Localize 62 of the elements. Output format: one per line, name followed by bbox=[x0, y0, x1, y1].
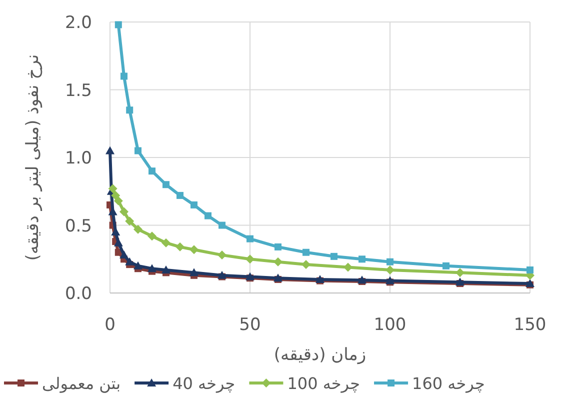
point bbox=[218, 222, 226, 229]
point bbox=[246, 254, 254, 264]
legend-label: چرخه 100 bbox=[287, 374, 360, 393]
x-tick-label: 50 bbox=[239, 315, 261, 335]
point bbox=[526, 266, 534, 274]
legend-label: چرخه 40 bbox=[172, 374, 236, 393]
point bbox=[386, 276, 394, 284]
point bbox=[316, 274, 324, 283]
point bbox=[134, 261, 142, 270]
point bbox=[134, 224, 142, 234]
point bbox=[120, 250, 128, 259]
point bbox=[218, 250, 226, 260]
point bbox=[148, 264, 156, 272]
point bbox=[120, 72, 128, 80]
point bbox=[108, 184, 118, 194]
point bbox=[218, 270, 226, 279]
x-tick-label: 150 bbox=[514, 315, 546, 335]
y-tick-label: 0.0 bbox=[64, 284, 92, 304]
y-tick-label: 1.0 bbox=[64, 148, 92, 168]
point bbox=[126, 106, 134, 114]
point bbox=[274, 257, 282, 266]
point bbox=[190, 201, 198, 208]
point bbox=[204, 212, 212, 220]
x-tick-label: 0 bbox=[104, 315, 116, 335]
point bbox=[246, 235, 254, 242]
point bbox=[134, 147, 142, 154]
point bbox=[111, 190, 120, 200]
point bbox=[125, 257, 134, 266]
x-axis-title: زمان (دقیقه) bbox=[274, 345, 366, 365]
x-tick-label: 100 bbox=[374, 315, 406, 335]
point bbox=[106, 146, 114, 154]
point bbox=[344, 262, 352, 272]
y-tick-label: 2.0 bbox=[64, 13, 92, 33]
point bbox=[302, 260, 310, 270]
point bbox=[330, 252, 338, 260]
point bbox=[125, 216, 134, 226]
point bbox=[162, 265, 170, 274]
point bbox=[386, 265, 394, 274]
point bbox=[114, 196, 123, 206]
y-tick-label: 1.5 bbox=[64, 80, 92, 101]
point bbox=[386, 258, 394, 266]
y-axis-title: نرخ نفوذ (میلی لیتر بر دقیقه) bbox=[23, 54, 43, 261]
point bbox=[456, 278, 464, 286]
point bbox=[176, 242, 184, 252]
legend-label: چرخه 160 bbox=[412, 374, 485, 393]
point bbox=[148, 232, 156, 241]
point bbox=[246, 272, 254, 280]
point bbox=[302, 248, 310, 256]
point bbox=[114, 238, 123, 246]
point bbox=[120, 207, 128, 216]
y-tick-label: 0.5 bbox=[64, 216, 92, 236]
point bbox=[176, 192, 184, 199]
point bbox=[148, 168, 156, 175]
point bbox=[162, 181, 170, 188]
point bbox=[358, 256, 366, 263]
point bbox=[162, 238, 170, 248]
point bbox=[442, 262, 450, 270]
legend-label: بتن معمولی bbox=[42, 374, 121, 393]
point bbox=[114, 21, 122, 28]
point bbox=[190, 268, 198, 276]
point bbox=[274, 243, 282, 250]
point bbox=[190, 245, 198, 254]
